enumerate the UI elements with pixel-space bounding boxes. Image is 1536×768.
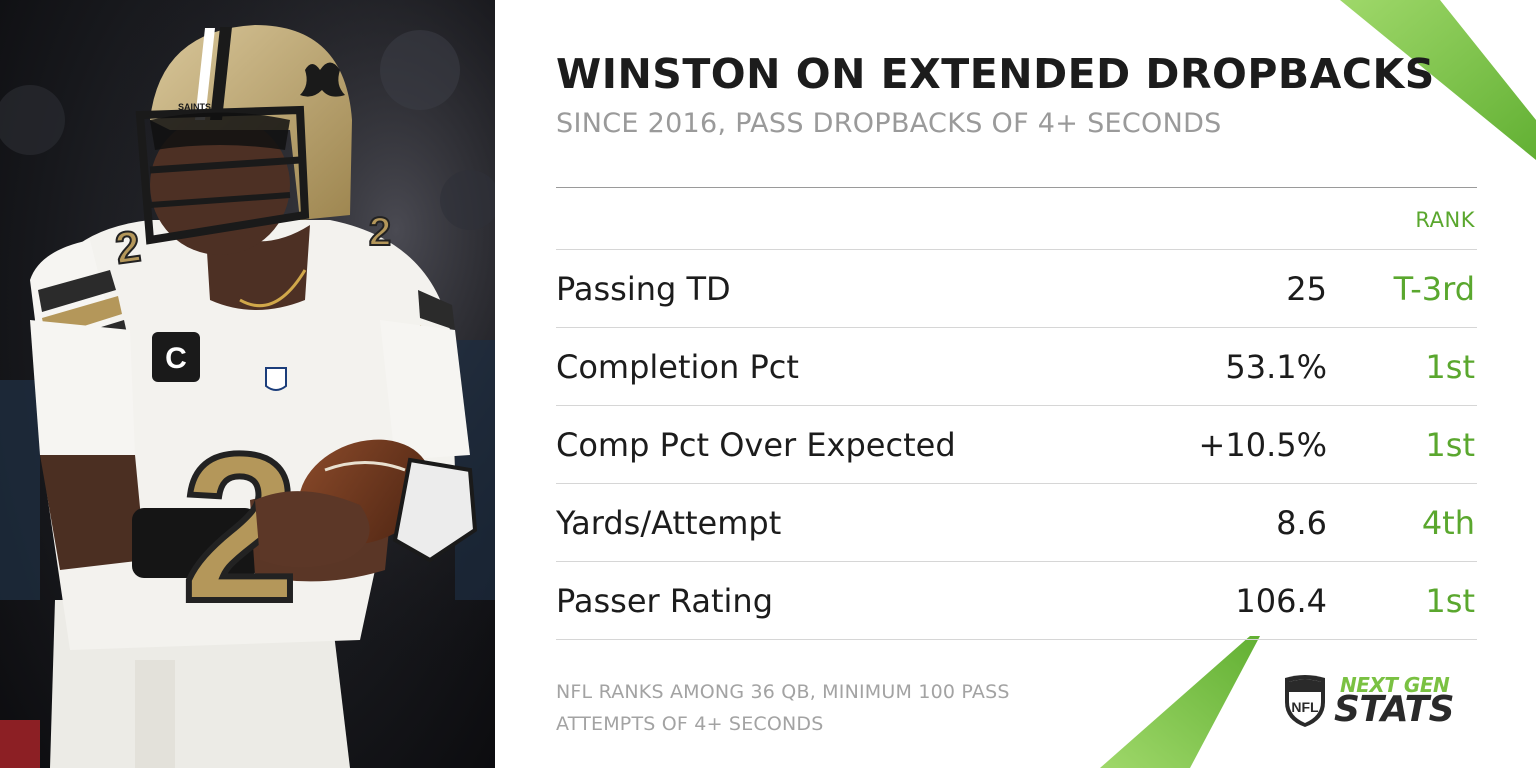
svg-text:2: 2: [112, 222, 143, 274]
shield-text: NFL: [1291, 699, 1319, 715]
fleur-de-lis-icon: [300, 62, 345, 97]
stat-value: 8.6: [1276, 504, 1327, 542]
stat-rank: 1st: [1425, 348, 1475, 386]
table-row: Passer Rating 106.4 1st: [556, 562, 1477, 640]
footnote: NFL RANKS AMONG 36 QB, MINIMUM 100 PASS …: [556, 676, 1076, 740]
footnote-line: NFL RANKS AMONG 36 QB, MINIMUM 100 PASS: [556, 681, 1010, 703]
stat-label: Passer Rating: [556, 582, 773, 620]
svg-text:2: 2: [369, 210, 391, 254]
nfl-jersey-badge: [265, 367, 287, 391]
table-row: Comp Pct Over Expected +10.5% 1st: [556, 406, 1477, 484]
nfl-shield-icon: NFL: [1285, 675, 1325, 727]
player-illustration: 2 2 2 C SAINTS: [0, 0, 495, 768]
table-row: Yards/Attempt 8.6 4th: [556, 484, 1477, 562]
table-row: Passing TD 25 T-3rd: [556, 250, 1477, 328]
logo-line-1: NEXT GEN: [1340, 673, 1450, 697]
logo-line-2: STATS: [1334, 689, 1455, 730]
stat-label: Yards/Attempt: [556, 504, 782, 542]
stat-value: +10.5%: [1198, 426, 1327, 464]
stat-rank: 1st: [1425, 582, 1475, 620]
stat-value: 53.1%: [1225, 348, 1327, 386]
captain-patch-letter: C: [165, 342, 187, 375]
page-subtitle: SINCE 2016, PASS DROPBACKS OF 4+ SECONDS: [556, 108, 1222, 139]
stat-label: Completion Pct: [556, 348, 799, 386]
table-header: RANK: [556, 188, 1477, 250]
stat-label: Passing TD: [556, 270, 731, 308]
top-right-accent: [1340, 0, 1536, 160]
stat-rank: 1st: [1425, 426, 1475, 464]
footnote-line: ATTEMPTS OF 4+ SECONDS: [556, 713, 824, 735]
stat-value: 106.4: [1235, 582, 1327, 620]
captain-patch: [152, 332, 200, 382]
stat-label: Comp Pct Over Expected: [556, 426, 956, 464]
stats-table: RANK Passing TD 25 T-3rd Completion Pct …: [556, 187, 1477, 640]
player-photo: 2 2 2 C SAINTS: [0, 0, 495, 768]
page-title: WINSTON ON EXTENDED DROPBACKS: [556, 50, 1435, 98]
stat-rank: 4th: [1421, 504, 1475, 542]
stat-rank: T-3rd: [1393, 270, 1475, 308]
rank-column-header: RANK: [1415, 208, 1475, 232]
next-gen-stats-logo: NFL NEXT GEN STATS: [1282, 672, 1482, 730]
bottom-accent: [1100, 636, 1260, 768]
table-row: Completion Pct 53.1% 1st: [556, 328, 1477, 406]
stat-value: 25: [1286, 270, 1327, 308]
glove: [392, 457, 478, 563]
helmet-text: SAINTS: [178, 102, 211, 112]
